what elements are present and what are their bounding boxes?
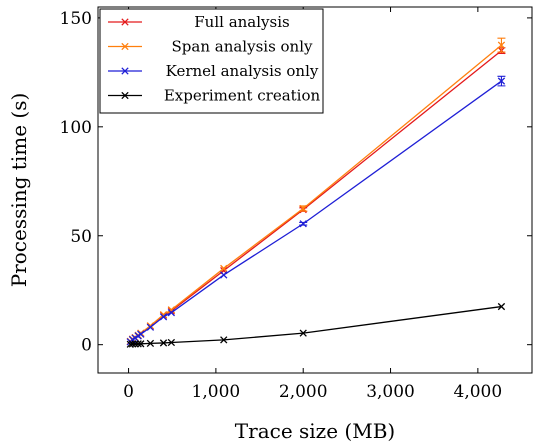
data-point xyxy=(134,340,142,348)
data-point xyxy=(128,340,137,348)
series-3 xyxy=(126,302,506,348)
y-axis-title: Processing time (s) xyxy=(7,93,31,288)
data-point xyxy=(159,313,168,321)
axis-ticks: 0 1,000 2,000 3,000 4,000 0 50 100 150 xyxy=(60,7,532,402)
data-point xyxy=(220,336,228,344)
data-point xyxy=(131,340,139,348)
data-point xyxy=(167,306,176,314)
legend-entry: Experiment creation xyxy=(108,87,320,105)
data-point xyxy=(146,339,155,348)
plot-frame xyxy=(97,6,533,374)
legend-marker xyxy=(121,67,129,75)
data-point xyxy=(159,310,168,319)
y-tick-label: 0 xyxy=(81,336,92,356)
x-tick-label: 2,000 xyxy=(279,382,328,402)
y-tick-label: 50 xyxy=(70,227,92,247)
legend: Full analysis Span analysis only Kernel an… xyxy=(99,8,324,114)
data-point xyxy=(299,329,307,337)
data-point xyxy=(299,220,307,228)
data-point xyxy=(220,264,228,273)
legend-marker xyxy=(121,42,129,51)
data-point xyxy=(497,41,506,49)
x-tick-label: 4,000 xyxy=(454,382,503,402)
legend-entry: Span analysis only xyxy=(108,38,313,56)
legend-label: Experiment creation xyxy=(164,87,321,105)
data-point xyxy=(137,340,145,348)
x-tick-label: 3,000 xyxy=(366,382,415,402)
data-point xyxy=(299,204,307,213)
plot-area xyxy=(126,37,506,348)
x-tick-label: 0 xyxy=(123,382,134,402)
data-point xyxy=(167,308,176,317)
legend-entry: Full analysis xyxy=(108,13,290,31)
series-line xyxy=(129,80,502,343)
data-point xyxy=(497,302,506,311)
legend-label: Full analysis xyxy=(194,13,289,31)
legend-label: Span analysis only xyxy=(172,38,314,56)
legend-marker xyxy=(121,91,129,100)
series-line xyxy=(130,305,502,345)
data-point xyxy=(497,77,506,85)
legend-label: Kernel analysis only xyxy=(166,62,319,80)
legend-marker xyxy=(121,18,129,26)
x-tick-label: 1,000 xyxy=(192,382,241,402)
x-axis-title: Trace size (MB) xyxy=(235,419,395,443)
data-point xyxy=(146,323,155,331)
data-point xyxy=(220,271,228,279)
data-point xyxy=(159,339,168,347)
data-point xyxy=(167,338,176,347)
data-point xyxy=(137,330,145,338)
series-2 xyxy=(126,75,506,346)
data-point xyxy=(146,322,155,330)
legend-entry: Kernel analysis only xyxy=(108,62,319,80)
y-tick-label: 100 xyxy=(60,118,92,138)
y-tick-label: 150 xyxy=(60,9,92,29)
